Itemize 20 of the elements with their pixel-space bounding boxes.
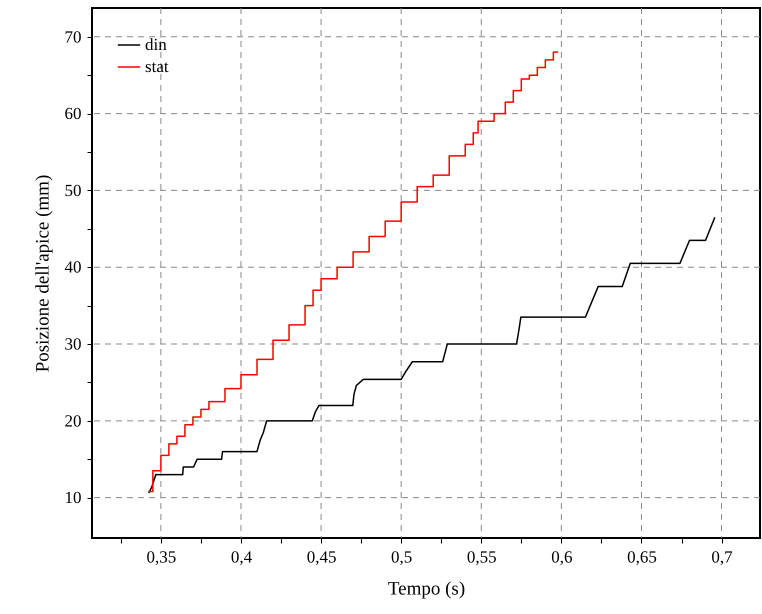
x-tick-label: 0,6 [551,548,572,566]
x-tick-label: 0,4 [230,548,253,566]
y-tick-label: 60 [64,104,82,124]
y-tick-label: 20 [64,411,82,430]
x-tick-label: 0,35 [146,548,176,566]
x-tick-label: 0,45 [306,548,336,566]
y-tick-label: 50 [64,180,82,200]
line-series [148,216,716,494]
x-tick-label: 0,55 [466,548,497,566]
y-axis-title: Posizione dell'apice (mm) [32,174,54,372]
x-tick-label: 0,5 [391,548,412,566]
legend-label: stat [145,57,169,76]
x-tick-label: 0,7 [711,548,734,566]
y-tick-label: 30 [64,334,82,354]
y-tick-label: 10 [64,488,82,508]
x-axis-title: Tempo (s) [388,578,466,600]
x-tick-label: 0,65 [627,548,657,566]
legend-label: din [145,35,168,54]
y-tick-label: 40 [64,258,82,277]
y-tick-label: 70 [64,27,82,46]
